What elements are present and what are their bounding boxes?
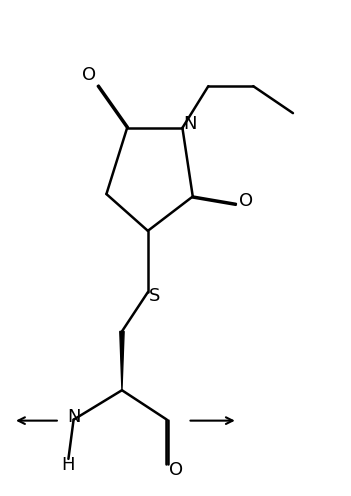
Text: O: O (82, 66, 96, 84)
Text: S: S (149, 287, 160, 305)
Text: O: O (170, 461, 184, 479)
Polygon shape (120, 331, 124, 390)
Text: N: N (67, 408, 80, 426)
Text: H: H (62, 456, 75, 474)
Text: O: O (239, 192, 253, 210)
Text: N: N (183, 115, 197, 133)
